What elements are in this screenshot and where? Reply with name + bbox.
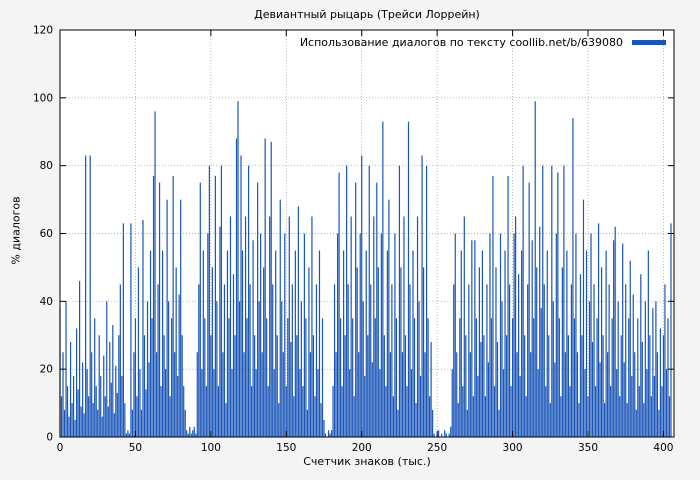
svg-text:250: 250 xyxy=(427,442,447,454)
svg-text:350: 350 xyxy=(578,442,598,454)
svg-text:400: 400 xyxy=(653,442,673,454)
svg-text:0: 0 xyxy=(57,442,64,454)
legend: Использование диалогов по тексту coollib… xyxy=(300,36,666,49)
legend-line-swatch xyxy=(632,40,666,45)
svg-text:80: 80 xyxy=(40,160,53,172)
x-axis-label: Счетчик знаков (тыс.) xyxy=(303,455,431,468)
chart-title: Девиантный рыцарь (Трейси Лоррейн) xyxy=(254,8,480,21)
svg-text:40: 40 xyxy=(40,296,53,308)
svg-text:20: 20 xyxy=(40,364,53,376)
svg-text:150: 150 xyxy=(276,442,296,454)
y-axis-label: % диалогов xyxy=(9,196,23,265)
svg-text:100: 100 xyxy=(33,92,53,104)
svg-text:100: 100 xyxy=(201,442,221,454)
svg-text:60: 60 xyxy=(40,228,53,240)
svg-text:200: 200 xyxy=(352,442,372,454)
svg-text:120: 120 xyxy=(33,25,53,37)
svg-text:0: 0 xyxy=(46,432,53,444)
svg-text:50: 50 xyxy=(129,442,142,454)
svg-text:300: 300 xyxy=(503,442,523,454)
legend-label: Использование диалогов по тексту coollib… xyxy=(299,36,623,49)
